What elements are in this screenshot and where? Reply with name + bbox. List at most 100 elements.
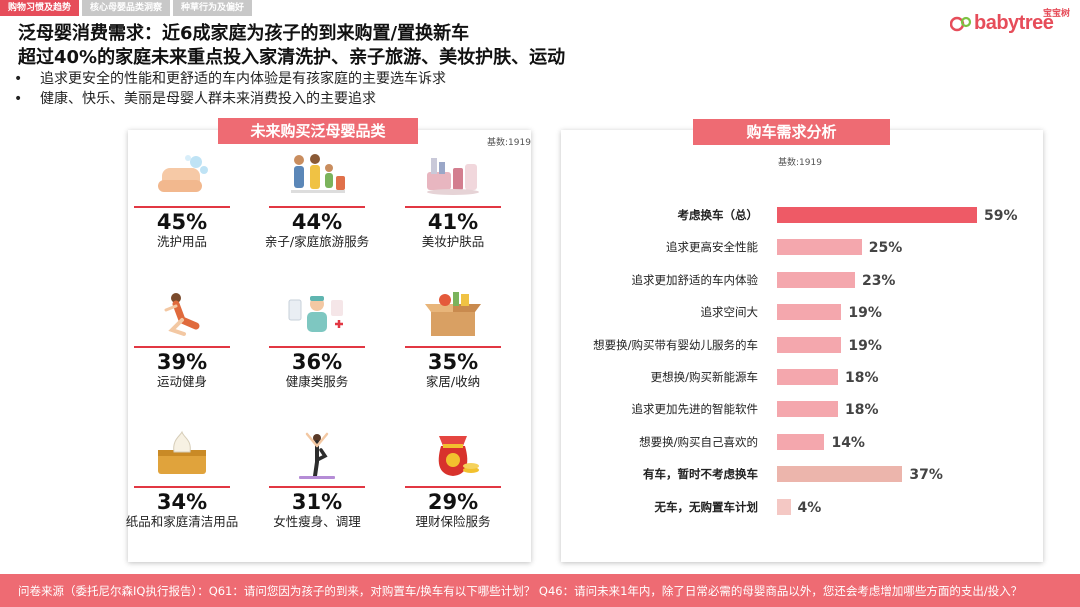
logo-mark-icon [950, 16, 972, 32]
category-item: 34% 纸品和家庭清洁用品 [117, 430, 247, 531]
bar-value-label: 25% [868, 240, 903, 257]
category-item: 45% 洗护用品 [117, 150, 247, 251]
bar-category-label: 追求空间大 [700, 305, 759, 320]
tab-core-categories[interactable]: 核心母婴品类洞察 [82, 0, 171, 16]
bar-value-label: 18% [845, 370, 879, 386]
category-percent: 36% [291, 350, 343, 374]
bullet-list: 追求更安全的性能和更舒适的车内体验是有孩家庭的主要选车诉求 健康、快乐、美丽是母… [14, 69, 446, 109]
category-item: 29% 理财保险服务 [388, 430, 518, 531]
category-label: 健康类服务 [285, 374, 349, 389]
bar-row: 有车，暂时不考虑换车 37% [562, 465, 1042, 483]
bar-value-label: 19% [848, 337, 882, 354]
category-percent: 39% [156, 350, 208, 374]
car-demand-panel-title: 购车需求分析 [693, 119, 890, 145]
headline-line-1: 泛母婴消费需求：近6成家庭为孩子的到来购置/置换新车 [18, 23, 470, 44]
categories-base: 基数:1919 [487, 138, 531, 148]
category-percent: 29% [427, 490, 479, 514]
category-item: 44% 亲子/家庭旅游服务 [252, 150, 382, 251]
storage-box-icon [425, 292, 481, 336]
bar-row: 追求更加先进的智能软件 18% [562, 400, 1042, 418]
category-label: 洗护用品 [156, 234, 207, 249]
bar-value-label: 14% [831, 434, 865, 451]
category-label: 理财保险服务 [415, 514, 491, 529]
bar-fill [777, 207, 977, 223]
category-item: 36% 健康类服务 [252, 290, 382, 391]
bar-fill [777, 336, 842, 353]
bar-fill [777, 369, 839, 385]
category-label: 纸品和家庭清洁用品 [125, 514, 239, 529]
bar-category-label: 追求更加舒适的车内体验 [631, 272, 759, 287]
bar-value-label: 59% [984, 208, 1018, 224]
bar-row: 追求更高安全性能 25% [562, 238, 1042, 256]
bar-row: 考虑换车（总） 59% [562, 206, 1042, 224]
tissue-box-icon [158, 430, 206, 474]
category-percent: 34% [156, 490, 208, 514]
category-percent: 45% [156, 210, 208, 234]
yoga-icon [299, 432, 335, 479]
bar-category-label: 想要换/购买带有婴幼儿服务的车 [593, 337, 758, 352]
bar-category-label: 想要换/购买自己喜欢的 [639, 434, 758, 449]
doctor-icon [288, 296, 343, 332]
logo-cn-text: 宝宝树 [1042, 9, 1070, 19]
bar-fill [777, 304, 842, 321]
bar-category-label: 更想换/购买新能源车 [650, 370, 758, 384]
headline-line-2: 超过40%的家庭未来重点投入家清洗护、亲子旅游、美妆护肤、运动 [18, 47, 566, 68]
hand-washing-icon [158, 155, 208, 192]
exercise-icon [164, 293, 200, 336]
bar-row: 无车，无购置车计划 4% [562, 498, 1042, 516]
money-bag-icon [438, 436, 479, 476]
category-label: 女性瘦身、调理 [273, 514, 361, 529]
category-percent: 35% [427, 350, 479, 374]
category-underline [405, 206, 501, 208]
bullet-item: 健康、快乐、美丽是母婴人群未来消费投入的主要追求 [14, 89, 446, 109]
bar-category-label: 考虑换车（总） [677, 208, 759, 222]
bar-row: 追求空间大 19% [562, 303, 1042, 321]
top-tabs: 购物习惯及趋势 核心母婴品类洞察 种草行为及偏好 [0, 0, 255, 16]
category-underline [269, 206, 365, 208]
car-demand-base: 基数:1919 [778, 158, 822, 168]
bar-row: 想要换/购买自己喜欢的 14% [562, 433, 1042, 451]
category-underline [134, 486, 230, 488]
bar-row: 想要换/购买带有婴幼儿服务的车 19% [562, 336, 1042, 354]
category-label: 亲子/家庭旅游服务 [264, 234, 370, 249]
category-percent: 44% [291, 210, 343, 234]
tab-seeding-behavior[interactable]: 种草行为及偏好 [173, 0, 253, 16]
footer-source-text: 问卷来源（委托尼尔森IQ执行报告）：Q61：请问您因为孩子的到来，对购置车/换车… [18, 584, 1023, 598]
bar-category-label: 无车，无购置车计划 [654, 499, 759, 514]
category-underline [134, 346, 230, 348]
category-percent: 31% [291, 490, 343, 514]
category-item: 41% 美妆护肤品 [388, 150, 518, 251]
bar-category-label: 追求更加先进的智能软件 [631, 402, 759, 417]
tab-shopping-habits[interactable]: 购物习惯及趋势 [0, 0, 80, 16]
bar-fill [777, 271, 855, 288]
bar-fill [777, 239, 862, 256]
category-underline [134, 206, 230, 208]
footer-bar: 问卷来源（委托尼尔森IQ执行报告）：Q61：请问您因为孩子的到来，对购置车/换车… [0, 574, 1080, 607]
bar-fill [777, 401, 839, 418]
categories-panel-title: 未来购买泛母婴品类 [218, 118, 418, 144]
bar-category-label: 有车，暂时不考虑换车 [643, 467, 758, 482]
bar-fill [777, 498, 791, 515]
bar-value-label: 4% [797, 499, 822, 516]
category-label: 运动健身 [156, 374, 207, 389]
bar-value-label: 18% [845, 402, 879, 419]
category-label: 家居/收纳 [425, 374, 481, 389]
bar-category-label: 追求更高安全性能 [666, 240, 758, 255]
bar-fill [777, 433, 825, 450]
family-travel-icon [291, 154, 345, 193]
bullet-item: 追求更安全的性能和更舒适的车内体验是有孩家庭的主要选车诉求 [14, 69, 446, 89]
category-underline [269, 486, 365, 488]
headline: 泛母婴消费需求：近6成家庭为孩子的到来购置/置换新车 超过40%的家庭未来重点投… [18, 22, 565, 70]
category-label: 美妆护肤品 [421, 234, 485, 249]
category-underline [269, 346, 365, 348]
category-item: 39% 运动健身 [117, 290, 247, 391]
bar-fill [777, 466, 903, 483]
babytree-logo: 宝宝树 babytree [950, 6, 1072, 36]
cosmetics-icon [427, 158, 479, 195]
category-underline [405, 346, 501, 348]
category-item: 31% 女性瘦身、调理 [252, 430, 382, 531]
bar-value-label: 19% [848, 305, 882, 322]
bar-value-label: 23% [861, 272, 896, 289]
category-underline [405, 486, 501, 488]
logo-en-text: babytree [974, 12, 1054, 34]
